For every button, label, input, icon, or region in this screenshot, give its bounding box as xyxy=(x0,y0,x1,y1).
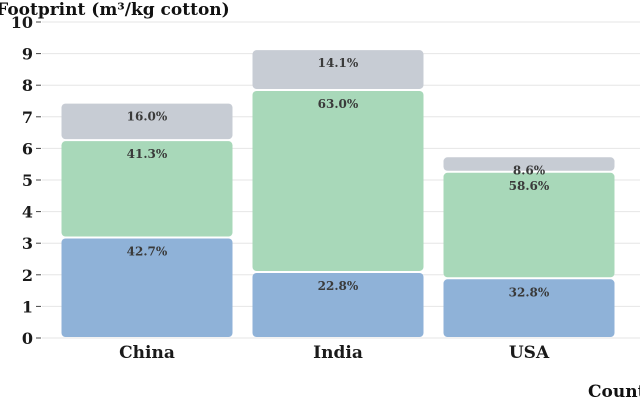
y-tick-label-10: 10 xyxy=(11,13,33,32)
y-axis: 0 1 2 3 4 5 6 7 8 9 10 xyxy=(11,13,41,348)
bar-china-segment-2 xyxy=(61,141,233,237)
data-label-usa-segment-1: 32.8% xyxy=(509,285,550,299)
y-tick-label-7: 7 xyxy=(22,108,33,127)
data-labels: 42.7% 41.3% 16.0% 22.8% 63.0% 14.1% 32.8% 58.6%… xyxy=(127,56,550,299)
bar-india-segment-2 xyxy=(252,90,424,271)
x-axis-title: Country xyxy=(588,382,640,400)
data-label-india-segment-1: 22.8% xyxy=(318,279,359,293)
x-tick-label-usa: USA xyxy=(509,343,550,363)
y-tick-label-4: 4 xyxy=(22,203,33,222)
bar-india-segment-1 xyxy=(252,272,424,337)
data-label-china-segment-2: 41.3% xyxy=(127,147,168,161)
y-tick-label-2: 2 xyxy=(22,266,33,285)
y-axis-title: Water Footprint (m³/kg cotton) xyxy=(0,0,230,20)
y-tick-label-3: 3 xyxy=(22,234,33,253)
bar-china-segment-3 xyxy=(61,103,233,140)
bar-india-segment-3 xyxy=(252,50,424,89)
x-axis: China India USA xyxy=(119,343,550,363)
y-tick-label-8: 8 xyxy=(22,76,33,95)
bar-usa-segment-1 xyxy=(443,279,615,337)
data-label-usa-segment-2: 58.6% xyxy=(509,179,550,193)
x-tick-label-china: China xyxy=(119,343,175,363)
y-tick-label-0: 0 xyxy=(22,329,33,348)
y-tick-label-6: 6 xyxy=(22,139,33,158)
data-label-china-segment-3: 16.0% xyxy=(127,110,168,124)
y-tick-label-9: 9 xyxy=(22,45,33,64)
bars xyxy=(61,50,615,337)
y-tick-label-1: 1 xyxy=(22,297,33,316)
data-label-india-segment-3: 14.1% xyxy=(318,56,359,70)
bar-china-segment-1 xyxy=(61,238,233,337)
x-tick-label-india: India xyxy=(313,343,363,363)
bar-usa-segment-2 xyxy=(443,172,615,278)
data-label-china-segment-1: 42.7% xyxy=(127,245,168,259)
y-tick-label-5: 5 xyxy=(22,171,33,190)
data-label-usa-segment-3: 8.6% xyxy=(513,163,546,177)
data-label-india-segment-2: 63.0% xyxy=(318,97,359,111)
bar-usa-segment-3 xyxy=(443,157,615,171)
